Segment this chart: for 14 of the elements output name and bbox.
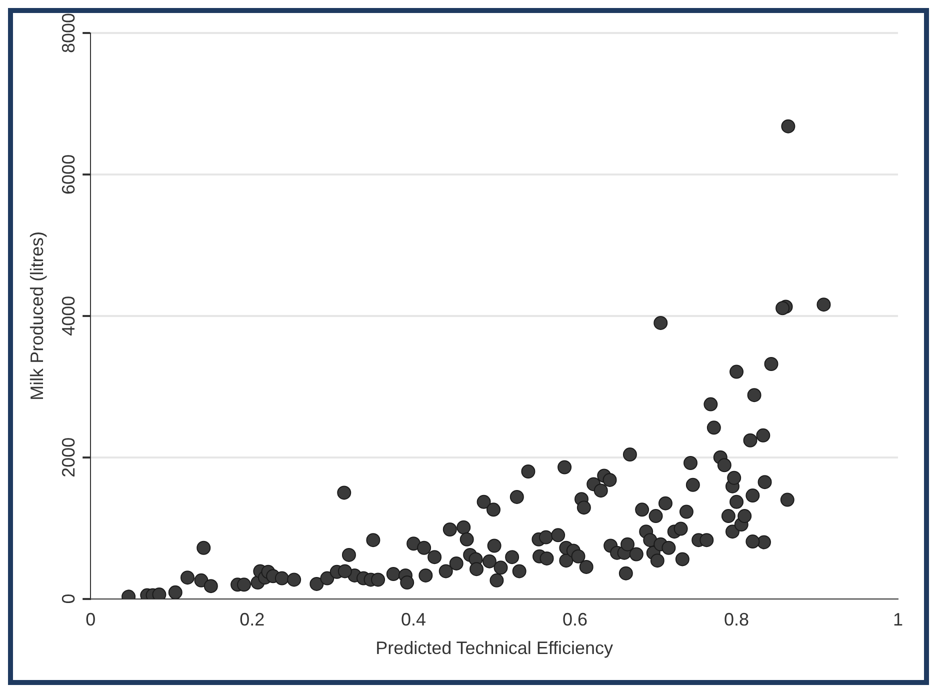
x-tick-label: 0.6 xyxy=(562,610,588,630)
y-tick-label: 4000 xyxy=(58,296,79,336)
y-tick-label: 8000 xyxy=(58,12,79,54)
x-tick-label: 1 xyxy=(892,610,904,630)
y-tick-label: 0 xyxy=(58,594,79,604)
x-axis-title: Predicted Technical Efficiency xyxy=(376,638,614,658)
picture-frame: Predicted Technical Efficiency Milk Produced (litres) 0 0.2 0.4 0.6 0.8 1 0 2000 4000 6000 8000 xyxy=(8,8,929,685)
x-tick-label: 0.2 xyxy=(240,610,265,630)
y-tick-label: 6000 xyxy=(58,154,79,194)
y-tick-label: 2000 xyxy=(58,437,79,478)
x-tick-label: 0.4 xyxy=(401,610,426,630)
x-tick-label: 0.8 xyxy=(724,610,750,630)
x-tick-label: 0 xyxy=(86,610,96,630)
y-axis-title: Milk Produced (litres) xyxy=(26,231,47,400)
